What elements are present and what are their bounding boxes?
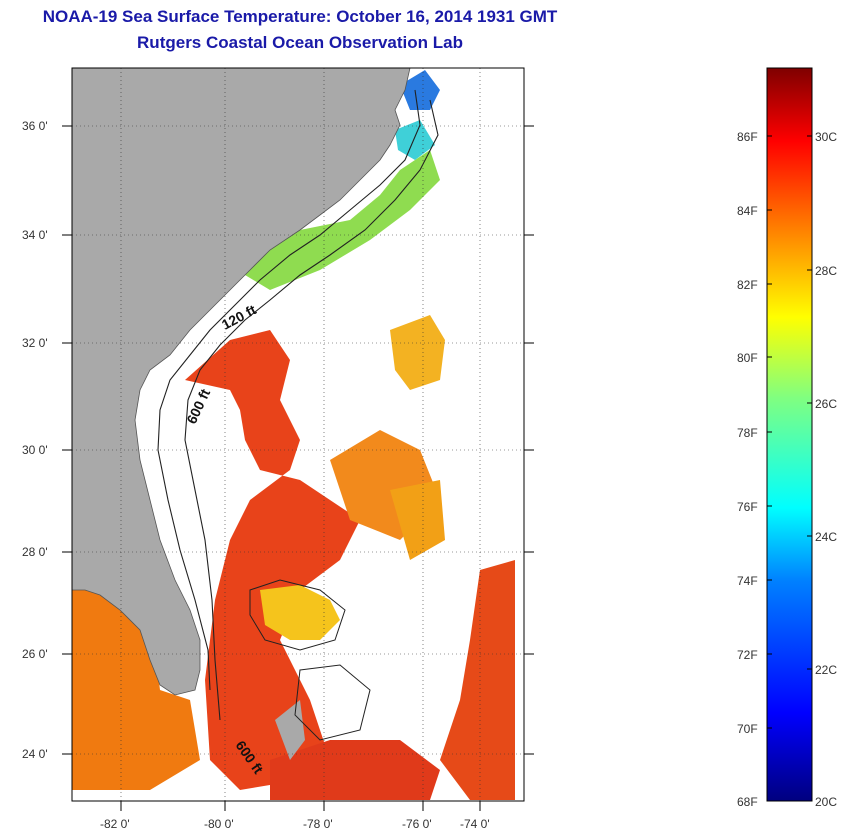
- colorbar: [766, 67, 813, 802]
- cbar-c-28: 28C: [815, 264, 837, 278]
- cbar-f-82: 82F: [737, 278, 758, 292]
- contour-600ft: [184, 99, 439, 721]
- mid-water-north: [390, 315, 445, 390]
- contour-120ft: [157, 89, 421, 691]
- colorbar-f-ticks: [767, 135, 772, 729]
- cyan-water-north: [395, 120, 435, 160]
- contour-bahamas-south: [294, 664, 371, 741]
- cbar-f-72: 72F: [737, 648, 758, 662]
- lat-label-32: 32 0': [22, 336, 48, 350]
- lon-label-74: -74 0': [460, 817, 490, 831]
- lat-label-34: 34 0': [22, 228, 48, 242]
- cbar-f-78: 78F: [737, 426, 758, 440]
- lon-ticks: [120, 801, 481, 811]
- warm-water-south: [72, 580, 200, 790]
- cbar-f-86: 86F: [737, 130, 758, 144]
- cbar-c-22: 22C: [815, 663, 837, 677]
- orange-patch-east: [390, 480, 445, 560]
- map-title: NOAA-19 Sea Surface Temperature: October…: [42, 7, 558, 26]
- warm-water-east: [440, 560, 515, 800]
- lat-label-30: 30 0': [22, 443, 48, 457]
- mid-water-patch: [260, 585, 340, 640]
- gridlines: [72, 68, 524, 801]
- contour-bahamas: [249, 579, 346, 651]
- lat-label-28: 28 0': [22, 545, 48, 559]
- cbar-f-70: 70F: [737, 722, 758, 736]
- cbar-f-68: 68F: [737, 795, 758, 809]
- cbar-f-80: 80F: [737, 351, 758, 365]
- map-area: 120 ft 600 ft 600 ft: [72, 68, 524, 801]
- lon-label-78: -78 0': [303, 817, 333, 831]
- cbar-c-26: 26C: [815, 397, 837, 411]
- colorbar-c-ticks: [807, 135, 812, 670]
- lon-label-80: -80 0': [204, 817, 234, 831]
- lon-label-82: -82 0': [100, 817, 130, 831]
- cbar-c-30: 30C: [815, 130, 837, 144]
- cbar-c-24: 24C: [815, 530, 837, 544]
- land-us-coast: [72, 68, 411, 696]
- lat-ticks: [62, 125, 534, 755]
- gulf-stream-region: [185, 330, 360, 790]
- warm-water-southeast: [270, 740, 440, 800]
- cbar-c-20: 20C: [815, 795, 837, 809]
- lon-label-76: -76 0': [402, 817, 432, 831]
- cbar-f-84: 84F: [737, 204, 758, 218]
- map-subtitle: Rutgers Coastal Ocean Observation Lab: [137, 33, 463, 52]
- lat-label-26: 26 0': [22, 647, 48, 661]
- cbar-f-74: 74F: [737, 574, 758, 588]
- land-islands: [275, 700, 305, 760]
- lat-label-36: 36 0': [22, 119, 48, 133]
- lat-label-24: 24 0': [22, 747, 48, 761]
- cbar-f-76: 76F: [737, 500, 758, 514]
